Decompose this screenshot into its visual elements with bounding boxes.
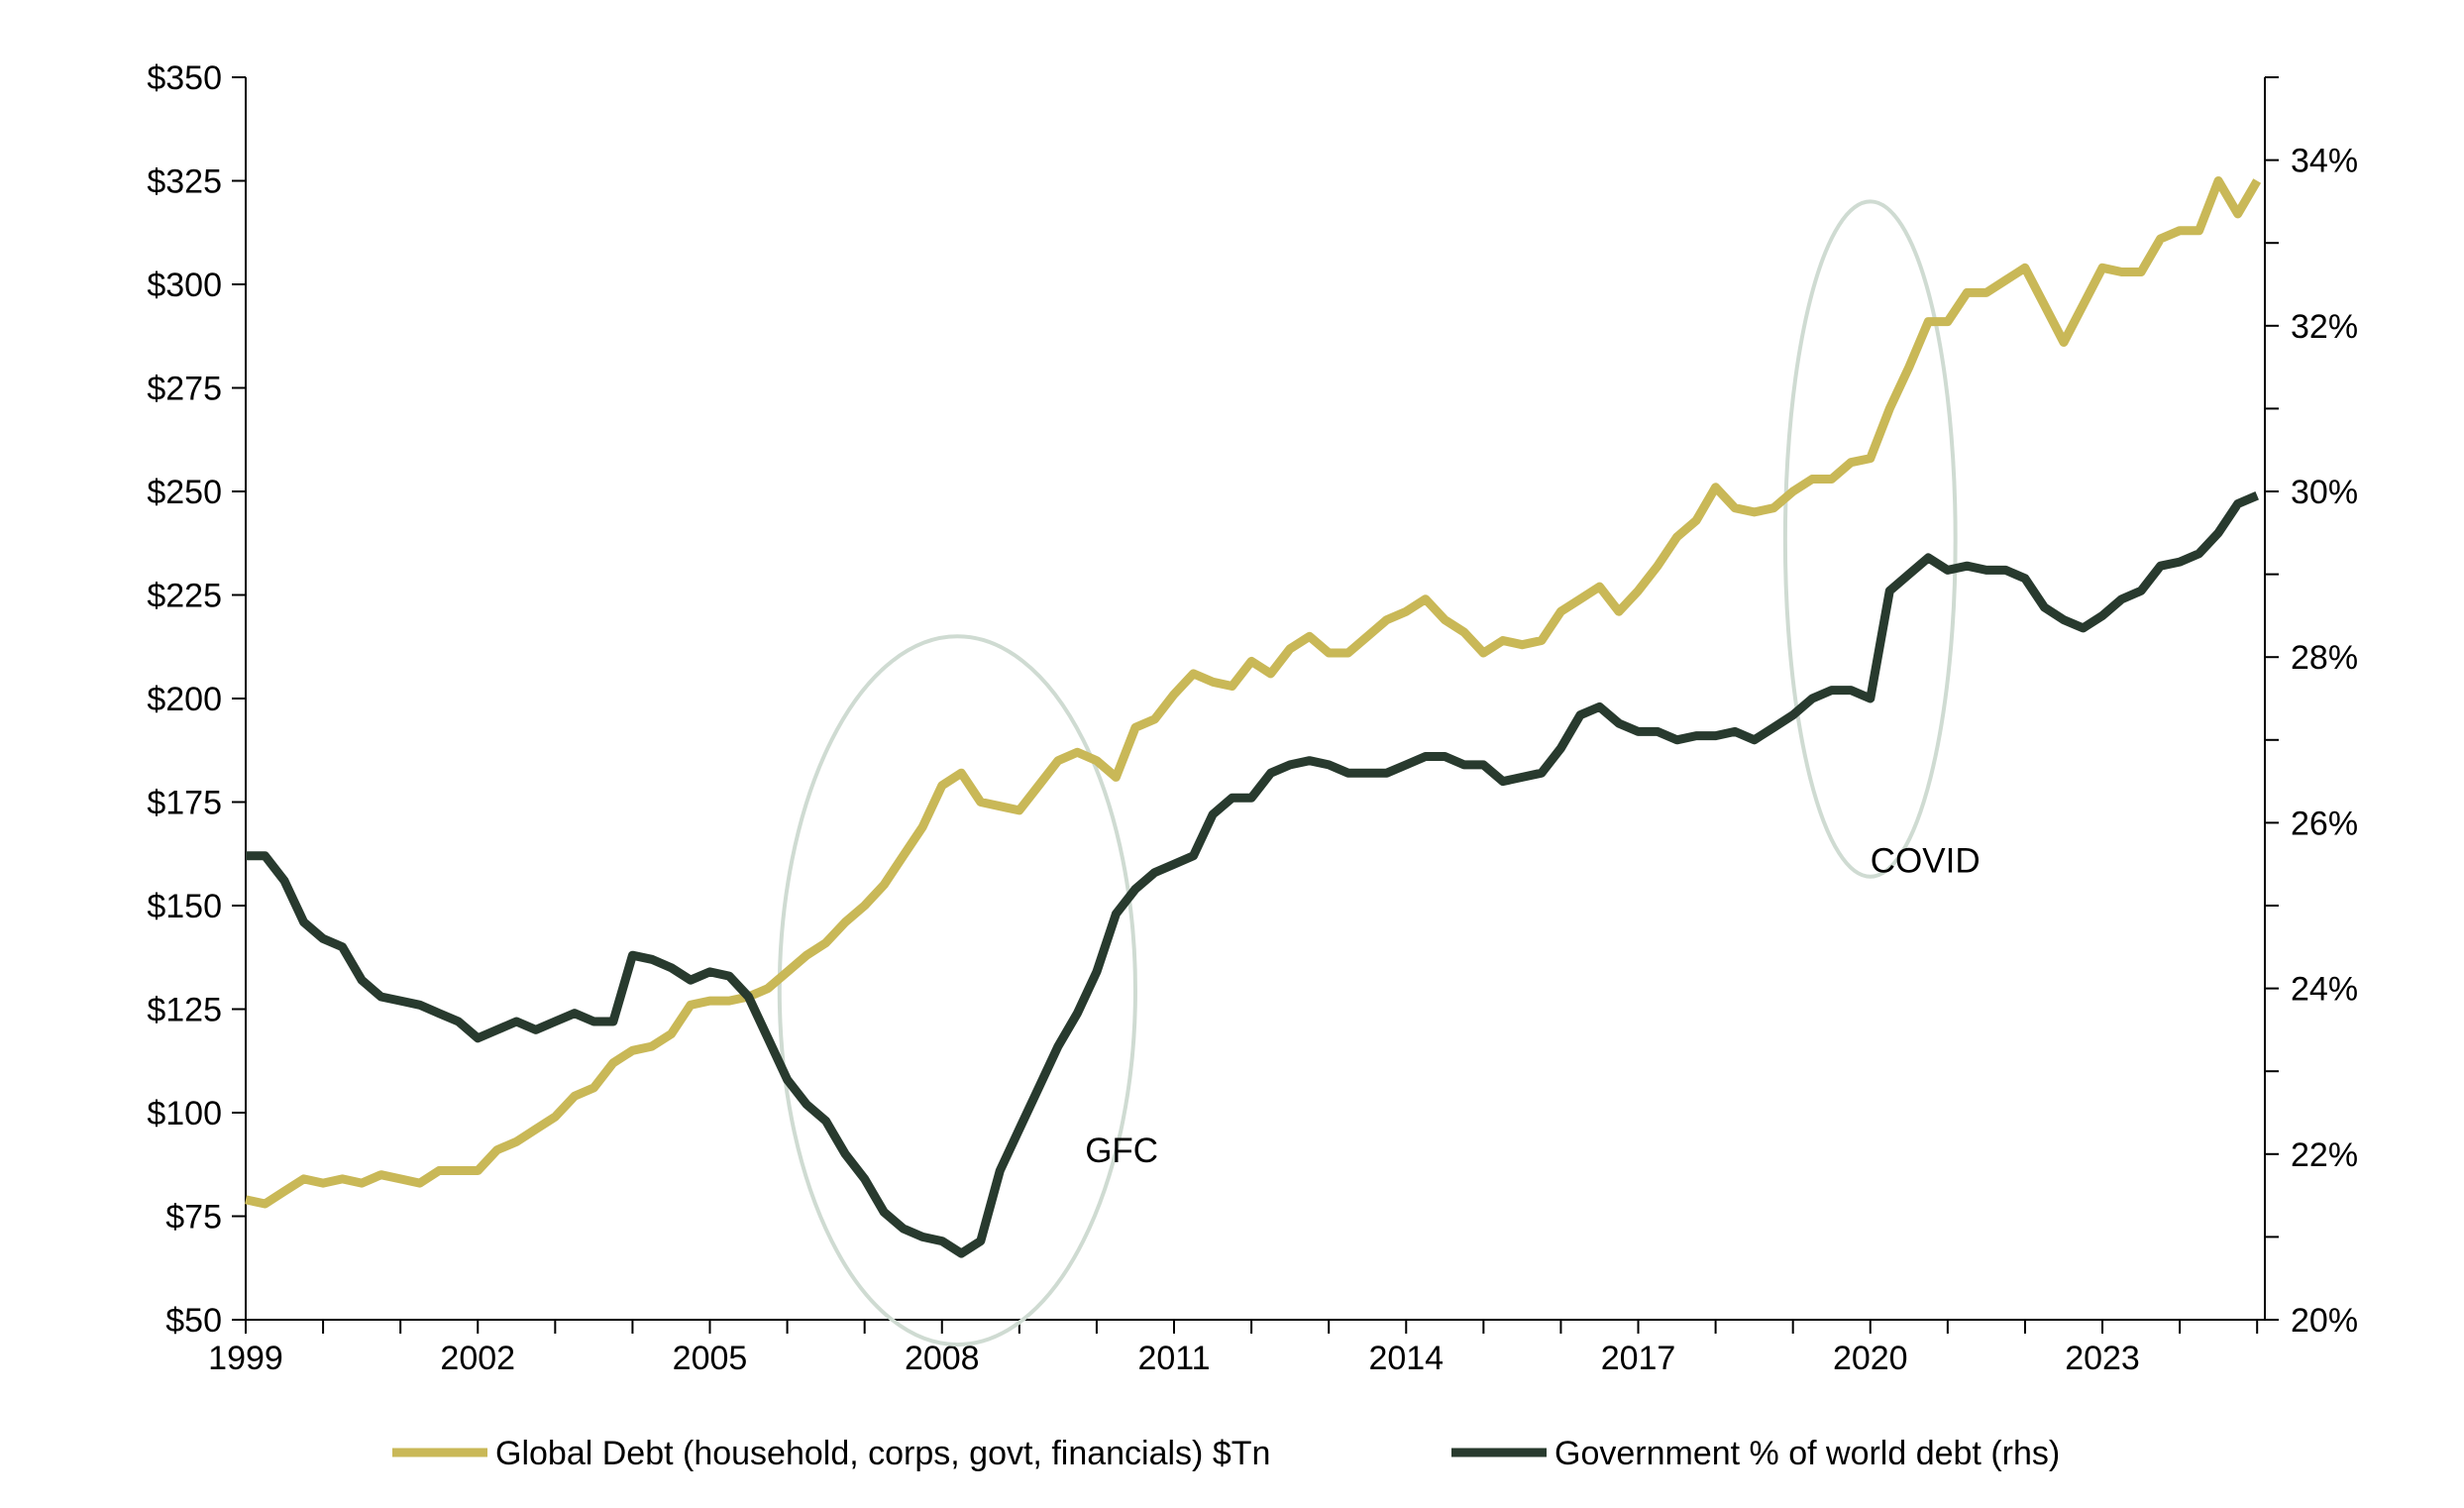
left-y-tick-label: $350 xyxy=(147,59,222,97)
legend-label: Global Debt (household, corps, govt, fin… xyxy=(495,1435,1270,1472)
left-y-tick-label: $125 xyxy=(147,992,222,1029)
legend: Global Debt (household, corps, govt, fin… xyxy=(392,1435,2060,1472)
x-tick-label: 2023 xyxy=(2065,1340,2140,1377)
x-tick-label: 2002 xyxy=(440,1340,515,1377)
right-y-tick-label: 24% xyxy=(2291,971,2358,1009)
right-y-tick-label: 26% xyxy=(2291,805,2358,842)
left-y-tick-label: $250 xyxy=(147,474,222,511)
axes: $50 $75 $100 $125 $150 $175 $200 $225 $250 $275 $3… xyxy=(147,59,2358,1377)
plot-series xyxy=(245,176,2262,1258)
right-y-tick-label: 30% xyxy=(2291,474,2358,511)
x-tick-label: 2005 xyxy=(673,1340,748,1377)
legend-item: Government % of world debt (rhs) xyxy=(1451,1435,2060,1472)
left-y-tick-label: $325 xyxy=(147,163,222,201)
series-line-government-share xyxy=(246,491,2259,1258)
right-y-tick-label: 34% xyxy=(2291,143,2358,180)
x-tick-label: 2014 xyxy=(1368,1340,1444,1377)
left-y-tick-label: $100 xyxy=(147,1095,222,1132)
left-y-tick-label: $275 xyxy=(147,371,222,408)
right-y-tick-label: 32% xyxy=(2291,308,2358,346)
x-tick-label: 2020 xyxy=(1833,1340,1908,1377)
left-y-tick-label: $300 xyxy=(147,267,222,304)
annotation-ellipse-covid xyxy=(1782,199,1958,879)
annotation-ellipse-gfc xyxy=(777,634,1137,1347)
x-tick-label: 1999 xyxy=(208,1340,283,1377)
left-y-tick-label: $50 xyxy=(165,1302,222,1340)
left-y-tick-label: $150 xyxy=(147,888,222,925)
legend-label: Government % of world debt (rhs) xyxy=(1554,1435,2060,1472)
annotation-label-gfc: GFC xyxy=(1085,1131,1158,1170)
annotations: GFC COVID xyxy=(777,199,1981,1347)
right-y-tick-label: 22% xyxy=(2291,1136,2358,1174)
series-line-global-debt xyxy=(245,176,2262,1209)
x-tick-label: 2017 xyxy=(1601,1340,1676,1377)
right-y-tick-label: 20% xyxy=(2291,1302,2358,1340)
right-y-tick-label: 28% xyxy=(2291,639,2358,677)
legend-item: Global Debt (household, corps, govt, fin… xyxy=(392,1435,1270,1472)
x-tick-label: 2011 xyxy=(1137,1340,1210,1377)
left-y-tick-label: $75 xyxy=(165,1199,222,1237)
left-y-tick-label: $175 xyxy=(147,785,222,822)
annotation-label-covid: COVID xyxy=(1871,842,1981,881)
left-y-tick-label: $225 xyxy=(147,578,222,615)
left-y-tick-label: $200 xyxy=(147,681,222,718)
